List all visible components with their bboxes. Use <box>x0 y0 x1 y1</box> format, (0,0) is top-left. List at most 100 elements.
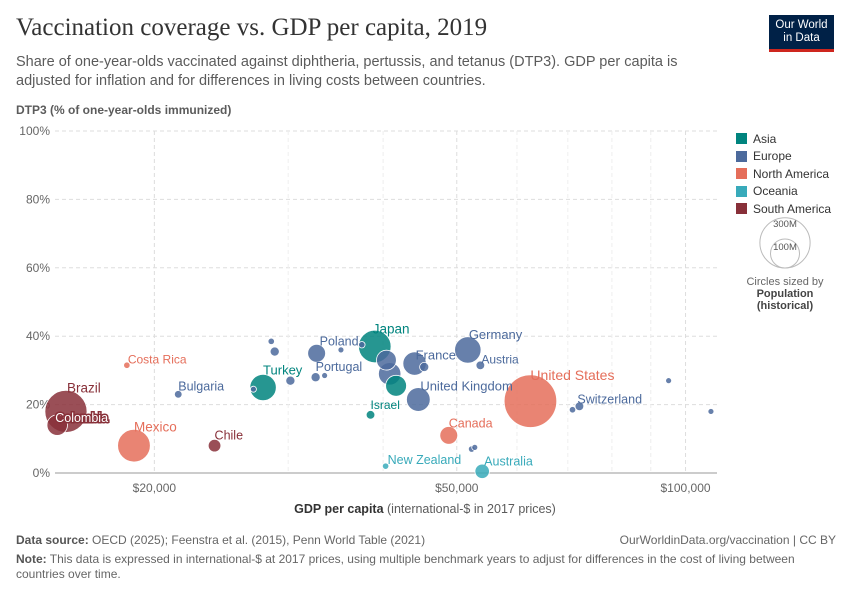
data-point <box>310 372 321 383</box>
legend-label: Oceania <box>753 184 798 199</box>
size-legend-circles: 300M 100M <box>759 217 811 269</box>
data-point <box>365 410 376 420</box>
chart-title: Vaccination coverage vs. GDP per capita,… <box>16 14 488 41</box>
source-text: OECD (2025); Feenstra et al. (2015), Pen… <box>88 533 426 547</box>
legend-swatch <box>736 185 747 197</box>
point-label: Austria <box>481 352 519 366</box>
data-point <box>117 428 151 463</box>
legend-swatch <box>736 203 747 215</box>
point-label: Switzerland <box>577 392 642 406</box>
size-legend-circle-small <box>770 238 800 269</box>
data-point <box>707 408 715 415</box>
point-label: United Kingdom <box>420 378 513 393</box>
x-tick-label: $20,000 <box>133 481 177 495</box>
legend-label: North America <box>753 166 830 181</box>
chart-subtitle: Share of one-year-olds vaccinated agains… <box>16 54 678 89</box>
data-point <box>454 336 482 364</box>
y-tick-label: 100% <box>19 124 50 138</box>
size-legend-line-2: Population <box>756 288 814 300</box>
data-point <box>474 463 490 479</box>
color-legend: Asia Europe North America Oceania South … <box>736 130 831 218</box>
data-point <box>337 346 345 354</box>
point-label: Colombia <box>55 411 108 425</box>
y-tick-label: 20% <box>26 398 50 412</box>
data-point <box>381 462 390 470</box>
footer-link[interactable]: OurWorldinData.org/vaccination | CC BY <box>619 533 836 547</box>
point-label: Canada <box>449 416 493 430</box>
data-point <box>46 414 68 436</box>
data-point <box>307 343 326 363</box>
point-label: Israel <box>371 398 400 412</box>
size-legend-big-label: 300M <box>773 219 797 230</box>
data-point <box>321 372 329 379</box>
note-label: Note: <box>16 552 47 566</box>
owid-logo[interactable]: Our World in Data <box>769 15 834 52</box>
data-point <box>471 443 479 451</box>
data-point <box>406 387 431 412</box>
data-source: Data source: OECD (2025); Feenstra et al… <box>16 533 836 548</box>
logo-line-1: Our World <box>775 19 828 31</box>
point-label: Chile <box>215 429 244 443</box>
data-point <box>665 377 673 385</box>
point-label: Australia <box>484 454 533 468</box>
data-point <box>249 373 277 402</box>
data-point <box>503 374 558 428</box>
data-point <box>568 406 577 414</box>
data-points <box>44 329 715 479</box>
point-label: Turkey <box>263 363 303 378</box>
y-tick-label: 60% <box>26 261 50 275</box>
data-point <box>385 374 407 397</box>
point-label: Mexico <box>134 420 177 435</box>
data-point <box>269 346 280 357</box>
data-point <box>376 349 397 371</box>
y-axis-label: DTP3 (% of one-year-olds immunized) <box>16 103 232 117</box>
legend-item-north-america[interactable]: North America <box>736 165 831 183</box>
legend-item-oceania[interactable]: Oceania <box>736 183 831 201</box>
footer-note: Note: This data is expressed in internat… <box>16 552 836 582</box>
data-point <box>267 337 275 345</box>
point-labels: Brazil Colombia Chile Mexico Costa Rica Unite… <box>54 321 642 468</box>
data-point <box>250 385 257 393</box>
point-label: France <box>416 348 456 363</box>
data-point <box>574 401 585 412</box>
point-label: Japan <box>373 321 410 336</box>
legend-item-asia[interactable]: Asia <box>736 130 831 148</box>
legend-item-europe[interactable]: Europe <box>736 148 831 166</box>
point-label: Costa Rica <box>128 352 187 366</box>
legend-label: Europe <box>753 149 792 164</box>
point-label: Brazil <box>67 380 101 395</box>
size-legend-small-label: 100M <box>773 242 797 253</box>
legend-label: Asia <box>753 131 777 146</box>
data-point <box>123 361 131 369</box>
y-tick-label: 40% <box>26 329 50 343</box>
size-legend-line-1: Circles sized by <box>746 276 824 288</box>
data-point <box>475 360 486 371</box>
x-tick-labels: $20,000 $50,000 $100,000 <box>133 481 711 495</box>
data-point <box>358 341 366 349</box>
x-axis-label-rest: (international-$ in 2017 prices) <box>383 502 556 516</box>
legend-swatch <box>736 150 747 162</box>
point-label: Germany <box>469 327 523 342</box>
point-label: Bulgaria <box>178 379 224 393</box>
legend-swatch <box>736 133 747 145</box>
logo-line-2: in Data <box>783 32 820 44</box>
point-label: New Zealand <box>388 453 462 467</box>
data-point <box>439 426 459 445</box>
point-label: Portugal <box>316 360 363 374</box>
data-point <box>207 438 222 453</box>
y-tick-label: 0% <box>33 466 51 480</box>
legend-swatch <box>736 168 747 180</box>
size-legend: Circles sized by Population (historical) <box>735 228 835 312</box>
legend-label: South America <box>753 201 832 216</box>
x-axis-label: GDP per capita (international-$ in 2017 … <box>0 502 850 516</box>
y-tick-label: 80% <box>26 192 50 206</box>
legend-item-south-america[interactable]: South America <box>736 200 831 218</box>
x-tick-label: $100,000 <box>661 481 711 495</box>
size-legend-line-3: (historical) <box>756 300 814 312</box>
data-point <box>174 390 183 399</box>
data-point <box>285 375 296 386</box>
note-text: This data is expressed in international-… <box>16 552 795 581</box>
point-label: United States <box>530 367 614 383</box>
x-tick-label: $50,000 <box>435 481 479 495</box>
